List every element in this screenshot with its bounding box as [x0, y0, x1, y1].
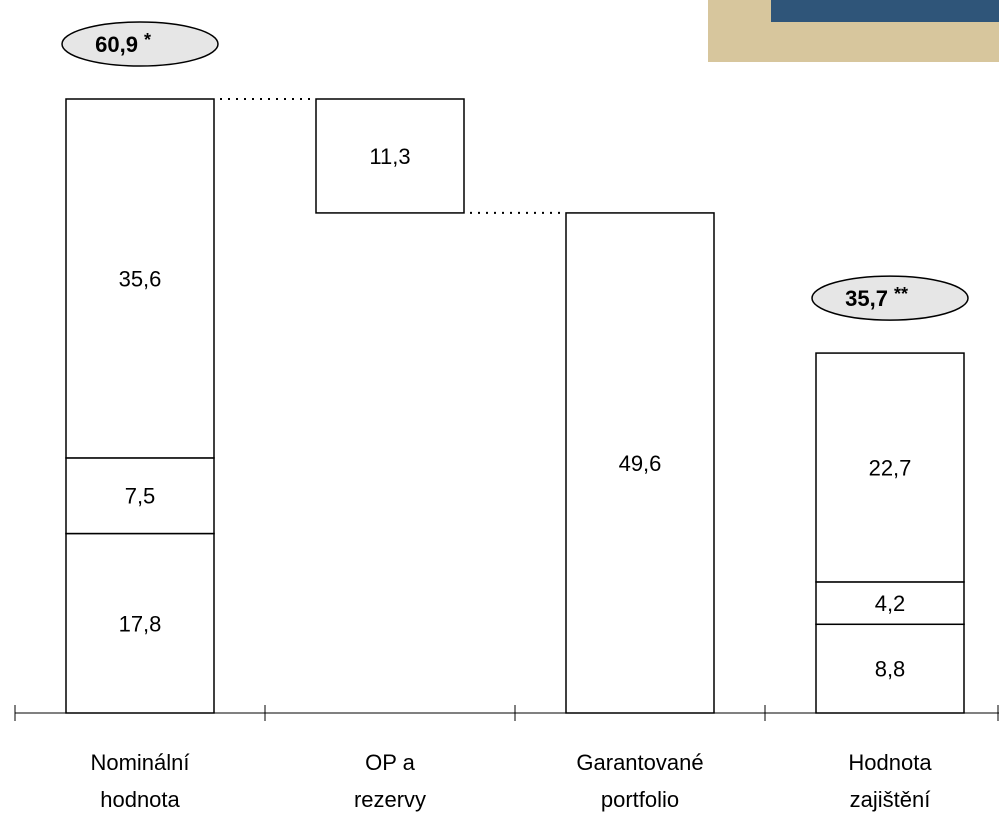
total-badge — [61, 21, 219, 67]
data-label: 7,5 — [125, 484, 156, 509]
bar-segment — [565, 212, 715, 714]
data-label: 35,6 — [119, 266, 162, 291]
category-label: zajištění — [850, 787, 931, 812]
data-label: 22,7 — [869, 456, 912, 481]
category-label: portfolio — [601, 787, 679, 812]
bar-segment — [65, 457, 215, 535]
category-label: rezervy — [354, 787, 426, 812]
bar-segment — [65, 98, 215, 459]
category-label: OP a — [365, 750, 416, 775]
data-label: 11,3 — [369, 144, 410, 169]
category-label: Garantované — [576, 750, 703, 775]
bar-segment — [65, 532, 215, 714]
total-footnote-mark: * — [144, 30, 151, 50]
category-label: Hodnota — [848, 750, 932, 775]
decorative-navy-band — [771, 0, 999, 22]
data-label: 4,2 — [875, 591, 906, 616]
bar-segment — [815, 623, 965, 714]
bar-segment — [315, 98, 465, 214]
category-label: Nominální — [90, 750, 189, 775]
total-value: 60,9 — [95, 32, 138, 57]
total-badge — [811, 275, 969, 321]
total-footnote-mark: ** — [894, 284, 908, 304]
data-label: 8,8 — [875, 657, 906, 682]
data-label: 49,6 — [619, 451, 662, 476]
bar-segment — [815, 352, 965, 583]
total-value: 35,7 — [845, 286, 888, 311]
data-label: 17,8 — [119, 611, 162, 636]
category-label: hodnota — [100, 787, 180, 812]
bar-segment — [815, 581, 965, 626]
